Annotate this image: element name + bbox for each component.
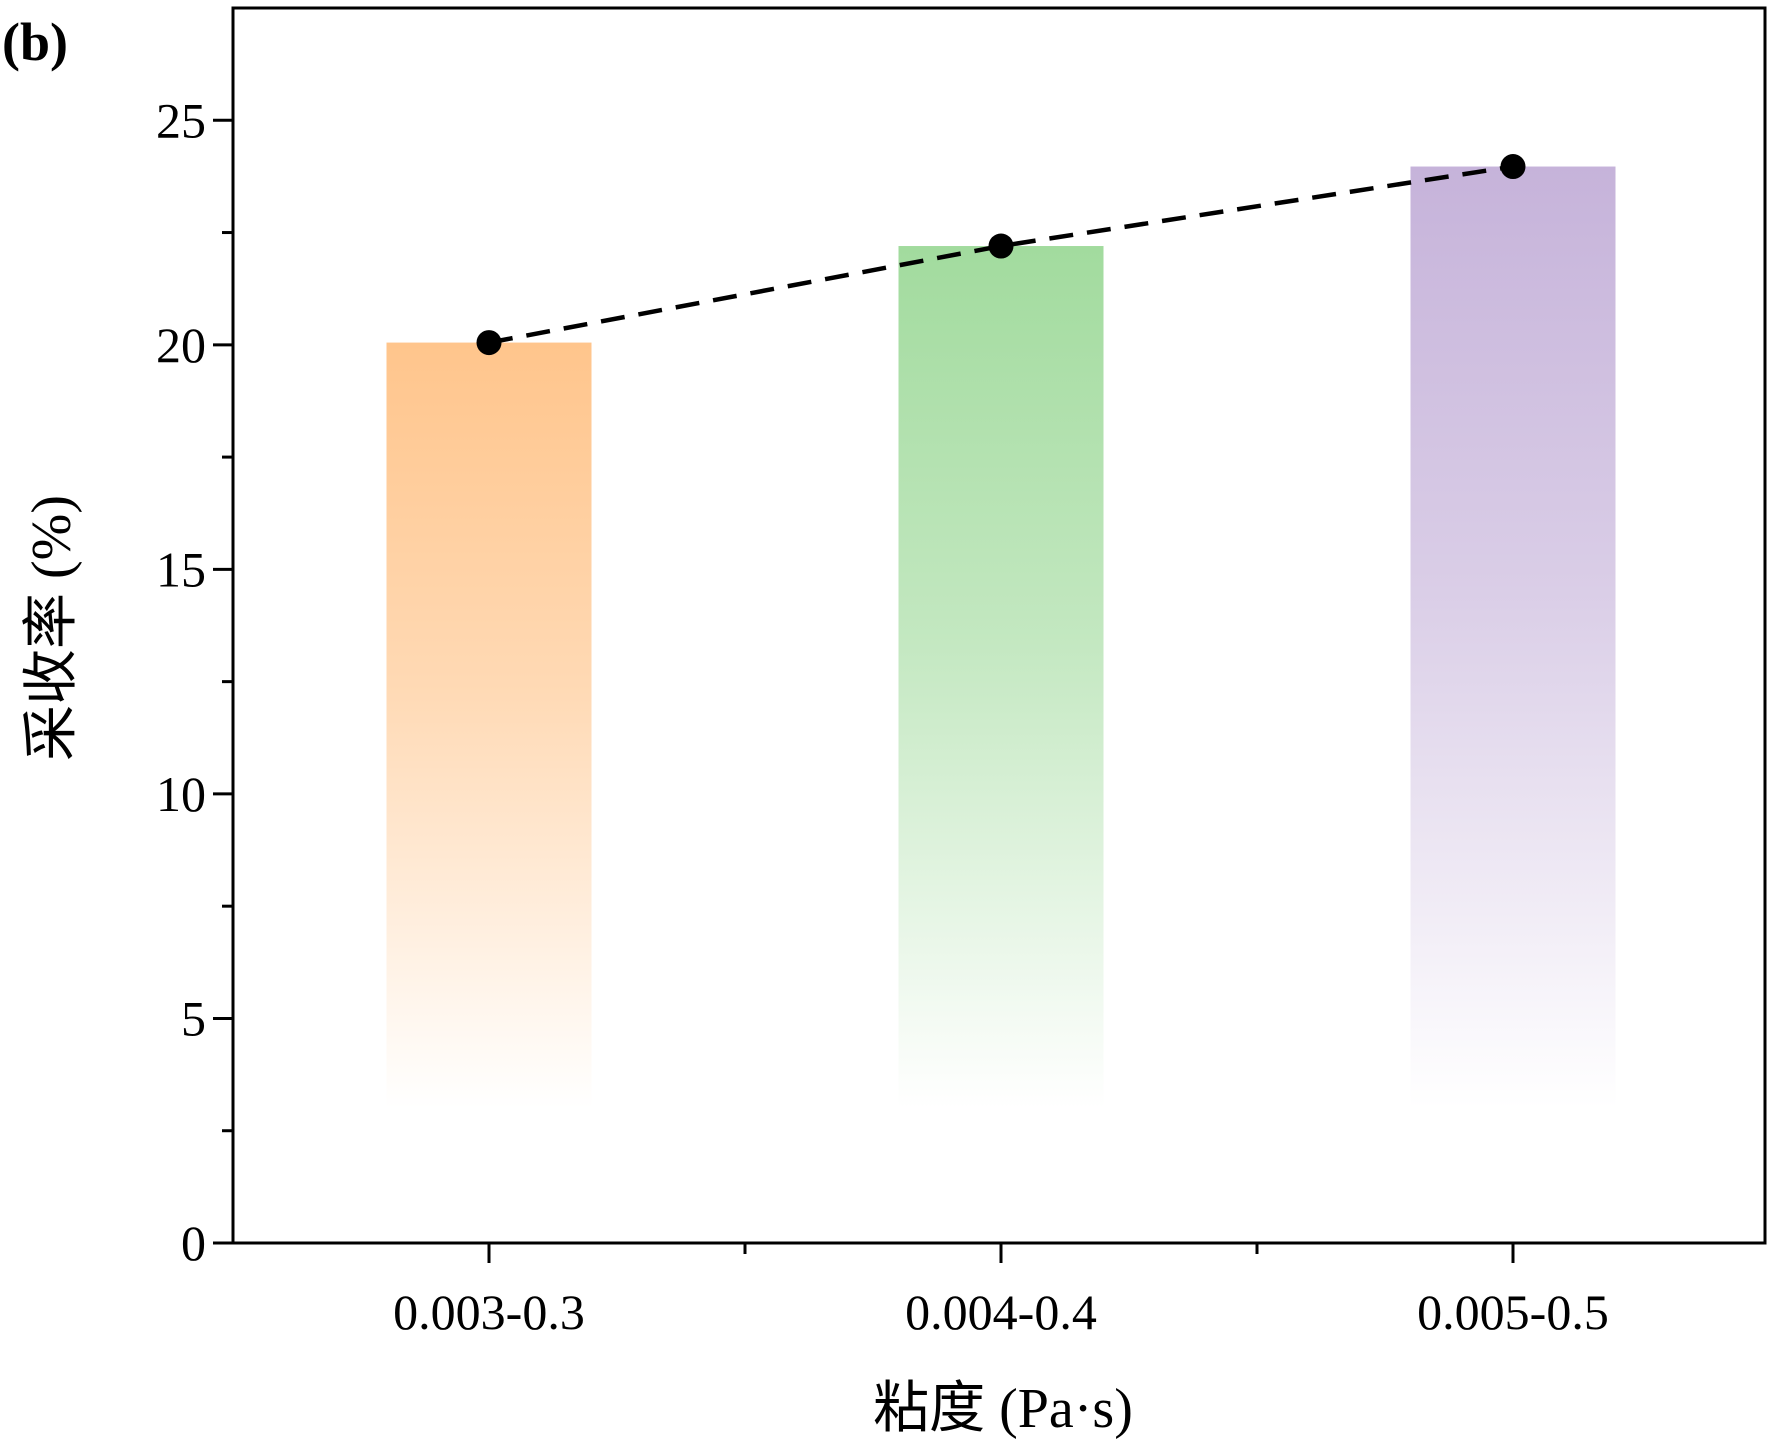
trend-line [476, 154, 1526, 356]
y-tick-label: 20 [156, 317, 206, 373]
y-tick-label: 10 [156, 766, 206, 822]
y-tick-label: 25 [156, 92, 206, 148]
x-axis-title: 粘度 (Pa·s) [873, 1378, 1133, 1440]
data-point [988, 233, 1014, 259]
y-tick-label: 15 [156, 541, 206, 597]
data-point [1500, 154, 1526, 180]
data-point [476, 330, 502, 356]
x-tick-label: 0.005-0.5 [1417, 1284, 1609, 1340]
y-axis-title: 采收率 (%) [21, 495, 83, 761]
bar-1 [386, 342, 592, 1109]
bar-2 [898, 246, 1104, 1109]
trend-line-path [488, 164, 1514, 345]
bar-3 [1410, 166, 1616, 1109]
bars [386, 166, 1616, 1109]
x-tick-label: 0.004-0.4 [905, 1284, 1097, 1340]
y-tick-label: 5 [181, 990, 206, 1046]
plot-frame [231, 6, 1767, 1245]
panel-label: (b) [2, 12, 68, 72]
y-tick-label: 0 [181, 1215, 206, 1271]
axes: 0 5 10 15 20 25 0.003-0.3 0.004-0.4 0.005-0.5 [156, 6, 1767, 1340]
x-tick-label: 0.003-0.3 [393, 1284, 585, 1340]
